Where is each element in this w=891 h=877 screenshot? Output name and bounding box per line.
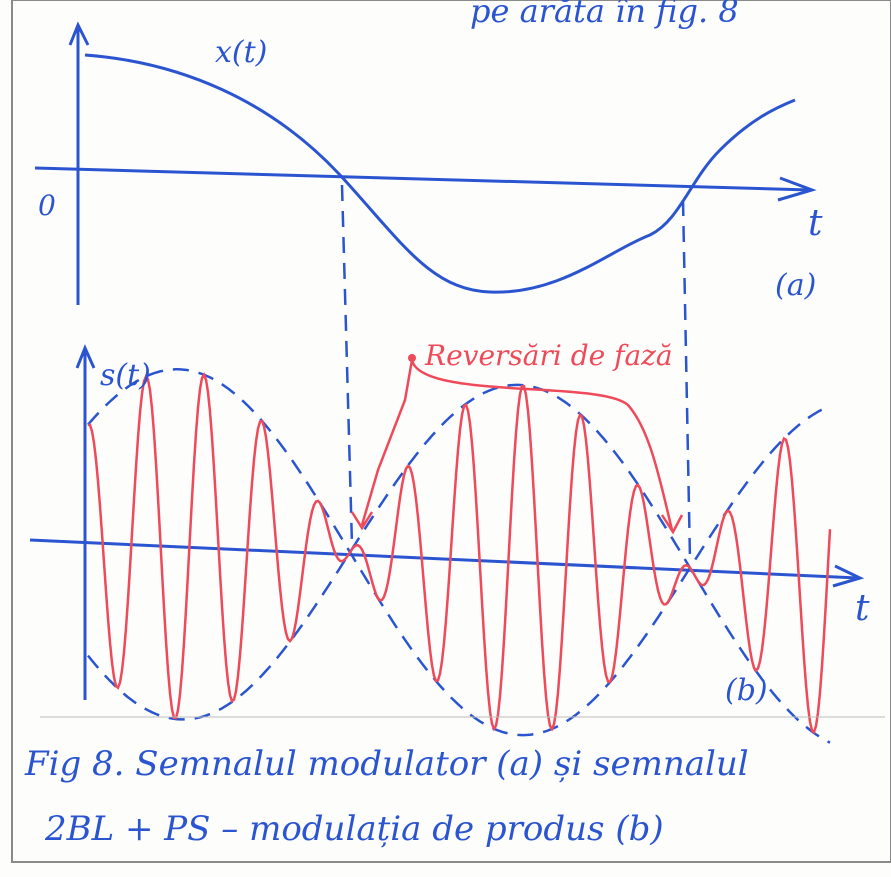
tag-a: (a) (775, 268, 816, 303)
label-s-t: s(t) (100, 358, 151, 393)
x-axis-b (30, 540, 858, 578)
guide-line (342, 185, 352, 545)
label-t-b: t (855, 588, 870, 629)
frame (12, 0, 891, 862)
envelope-upper (88, 369, 830, 735)
label-t-a: t (808, 203, 823, 244)
caption-line1: Fig 8. Semnalul modulator (a) și semnalu… (24, 744, 749, 784)
label-x-t: x(t) (215, 35, 267, 70)
annotation: Reversări de fază (424, 339, 673, 372)
tag-b: (b) (725, 673, 768, 708)
caption-line2: 2BL + PS – modulația de produs (b) (44, 809, 664, 849)
arrow-right (412, 360, 682, 532)
label-origin: 0 (38, 189, 56, 222)
modulated-signal (88, 375, 830, 732)
guide-line (683, 200, 690, 560)
diagram: pe arăta în fig. 8 x(t) 0 t (a) s(t) Rev… (0, 0, 891, 877)
header-fragment: pe arăta în fig. 8 (470, 0, 739, 30)
